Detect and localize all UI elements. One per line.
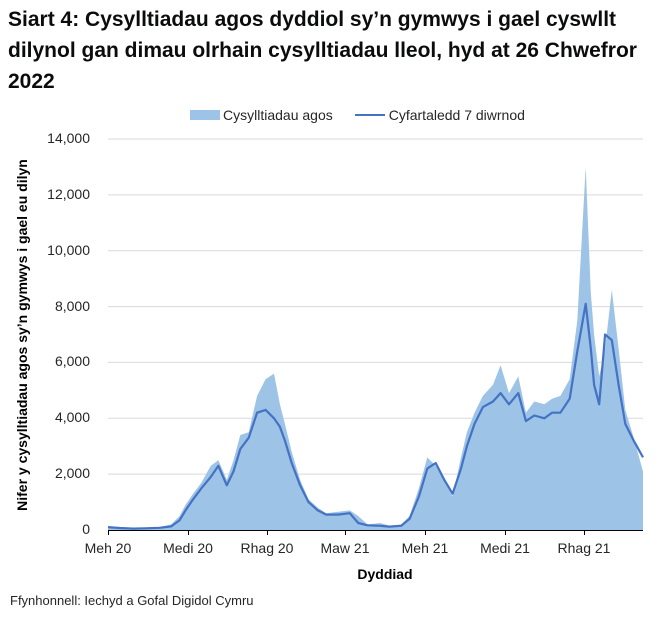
y-tick-label: 10,000	[47, 241, 90, 258]
legend-line-label: Cyfartaledd 7 diwrnod	[388, 107, 525, 123]
y-tick-label: 0	[82, 521, 90, 537]
chart-legend: Cysylltiadau agos Cyfartaledd 7 diwrnod	[190, 107, 547, 123]
x-tick-label: Meh 20	[84, 540, 132, 556]
y-tick-label: 12,000	[47, 185, 90, 202]
x-tick-label: Rhag 21	[557, 540, 611, 556]
bars-swatch-icon	[190, 110, 220, 120]
y-tick-label: 6,000	[54, 353, 90, 370]
y-tick-label: 14,000	[47, 130, 90, 146]
source-note: Ffynhonnell: Iechyd a Gofal Digidol Cymr…	[10, 593, 254, 608]
chart-title: Siart 4: Cysylltiadau agos dyddiol sy’n …	[8, 8, 637, 93]
legend-item-bars: Cysylltiadau agos	[190, 107, 333, 123]
y-tick-label: 2,000	[54, 465, 90, 482]
x-tick-label: Rhag 20	[240, 540, 294, 556]
x-axis-label: Dyddiad	[357, 566, 413, 582]
seven-day-average-line	[107, 302, 644, 530]
line-swatch-icon	[354, 114, 385, 116]
x-tick-label: Maw 21	[320, 540, 370, 556]
x-tick-label: Medi 20	[163, 540, 213, 556]
y-tick-label: 4,000	[54, 409, 90, 426]
x-tick-label: Medi 21	[480, 540, 530, 556]
legend-item-line: Cyfartaledd 7 diwrnod	[354, 107, 525, 123]
y-tick-label: 8,000	[54, 297, 90, 314]
daily-contacts-bars	[108, 166, 643, 530]
x-tick-label: Meh 21	[401, 540, 449, 556]
legend-bars-label: Cysylltiadau agos	[223, 107, 333, 123]
